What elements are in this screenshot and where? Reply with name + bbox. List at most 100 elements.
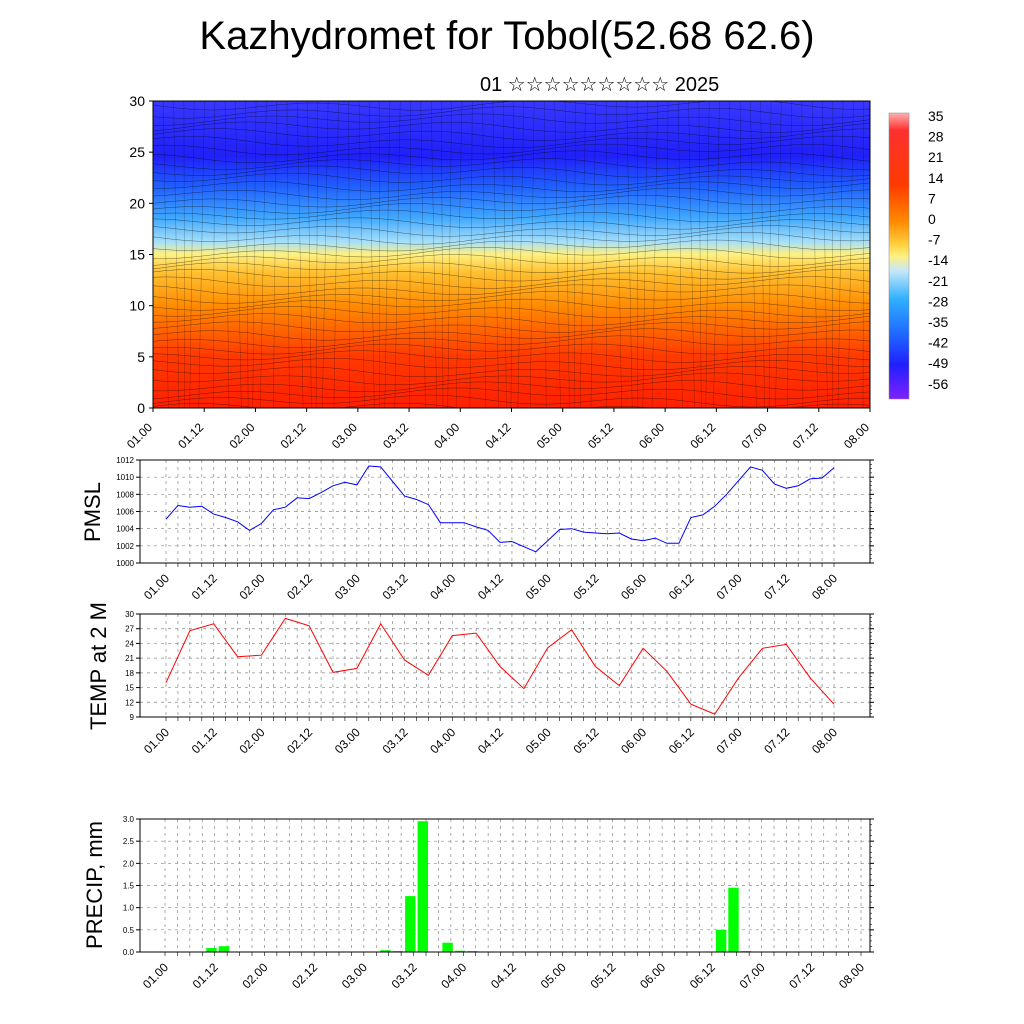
x-tick-label: 04.00: [427, 571, 458, 602]
y-tick-label: 1004: [116, 525, 134, 534]
x-tick-label: 08.00: [836, 960, 867, 991]
y-tick-label: 0.5: [123, 926, 135, 935]
wind-barb-line: [579, 101, 586, 408]
temperature-panel: 9 12 15 18 21 24 27 30 01.00 01.12 02.00 02.12 03.00…: [86, 602, 874, 756]
precip-panel: 0.0 0.5 1.0 1.5 2.0 2.5 3.0 01.00 01.12 02.00 02.1…: [82, 815, 874, 991]
wind-barb-line: [705, 101, 710, 408]
colorbar-label: 0: [928, 211, 936, 227]
wind-streamline: [153, 135, 870, 149]
pmsl-axes: 1000 1002 1004 1006 1008 1010 1012 01.00 01.12 02…: [116, 456, 874, 602]
wind-streamline: [153, 394, 870, 408]
wind-barb-line: [626, 101, 633, 408]
x-tick-label: 06.00: [618, 571, 649, 602]
wind-streamline: [153, 165, 870, 178]
heat-y-tick-label: 0: [137, 400, 145, 416]
colorbar-labels: 35 28 21 14 7 0 -7 -14 -21 -28 -35 -42 -49 -56: [928, 108, 948, 392]
wind-streamline: [153, 321, 870, 333]
wind-barb-line: [348, 101, 350, 408]
precip-grid: [140, 819, 870, 952]
heat-y-tick-label: 20: [129, 195, 145, 211]
x-tick-label: 06.12: [666, 571, 697, 602]
heat-x-tick-label: 04.12: [482, 420, 513, 451]
wind-streamline: [153, 358, 870, 371]
x-tick-label: 05.12: [570, 725, 601, 756]
heat-x-tick-label: 02.12: [278, 420, 309, 451]
wind-barb-line: [482, 101, 487, 408]
x-tick-label: 06.00: [618, 725, 649, 756]
wind-barb-line: [469, 101, 473, 408]
y-tick-label: 1.5: [123, 882, 135, 891]
x-tick-label: 05.00: [523, 725, 554, 756]
y-tick-label: 1010: [116, 473, 134, 482]
wind-streamline: [153, 387, 870, 400]
x-tick-label: 03.12: [380, 571, 411, 602]
wind-barb-line: [822, 101, 828, 408]
wind-barb-line: [666, 101, 669, 408]
heatmap-y-axis: 0 5 10 15 20 25 30: [129, 93, 153, 416]
wind-streamline: [153, 343, 870, 355]
wind-barb-line: [447, 101, 452, 408]
heat-y-tick-label: 5: [137, 349, 145, 365]
precip-bar: [206, 948, 217, 952]
wind-barb-line: [286, 101, 290, 408]
y-tick-label: 9: [130, 713, 135, 722]
wind-barb-line: [847, 101, 854, 408]
x-tick-label: 03.00: [332, 571, 363, 602]
wind-streamline: [153, 172, 870, 186]
x-tick-label: 02.12: [289, 960, 320, 991]
y-tick-label: 1.0: [123, 904, 135, 913]
colorbar-label: 7: [928, 190, 936, 206]
y-tick-label: 1000: [116, 559, 134, 568]
x-tick-label: 04.12: [475, 725, 506, 756]
heat-y-tick-label: 10: [129, 298, 145, 314]
wind-barb-line: [739, 101, 743, 408]
x-tick-label: 03.12: [380, 725, 411, 756]
heat-x-tick-label: 01.12: [175, 420, 206, 451]
y-tick-label: 30: [125, 610, 134, 619]
wind-barb-line: [245, 101, 249, 408]
temperature-line: [165, 617, 835, 715]
wind-streamline: [153, 195, 870, 208]
wind-streamline: [153, 106, 870, 119]
wind-barb-line: [768, 101, 772, 408]
x-tick-label: 07.00: [714, 571, 745, 602]
x-tick-label: 03.00: [332, 725, 363, 756]
colorbar-label: -56: [928, 376, 948, 392]
x-tick-label: 04.12: [488, 960, 519, 991]
y-tick-label: 24: [125, 639, 134, 648]
wind-streamline: [153, 262, 870, 274]
x-tick-label: 02.00: [236, 571, 267, 602]
wind-barb-line: [183, 101, 185, 408]
colorbar: 35 28 21 14 7 0 -7 -14 -21 -28 -35 -42 -49 -56: [888, 108, 948, 400]
y-tick-label: 1002: [116, 542, 134, 551]
x-tick-label: 01.12: [189, 571, 220, 602]
heat-x-tick-label: 05.00: [534, 420, 565, 451]
y-tick-label: 21: [125, 654, 134, 663]
wind-streamline: [153, 113, 870, 127]
wind-streamline: [153, 328, 870, 341]
x-tick-label: 07.12: [761, 571, 792, 602]
colorbar-label: -7: [928, 232, 941, 248]
y-tick-label: 15: [125, 684, 134, 693]
precip-bar: [715, 929, 727, 952]
x-tick-label: 01.00: [141, 725, 172, 756]
wind-barb-line: [510, 101, 514, 408]
wind-barb-line: [212, 101, 216, 408]
wind-streamline: [153, 150, 870, 164]
colorbar-label: -28: [928, 293, 948, 309]
colorbar-label: -49: [928, 355, 948, 371]
wind-streamline: [153, 269, 870, 282]
x-tick-label: 05.00: [538, 960, 569, 991]
wind-streamline: [153, 276, 870, 289]
wind-barb-line: [564, 101, 570, 408]
y-tick-label: 2.0: [123, 859, 135, 868]
wind-streamline: [153, 350, 870, 363]
chart-title: Kazhydromet for Tobol(52.68 62.6): [199, 14, 815, 58]
wind-barb-line: [750, 101, 757, 408]
temperature-grid: [140, 614, 870, 717]
wind-barb-line: [636, 101, 639, 408]
colorbar-label: -35: [928, 314, 948, 330]
wind-streamline: [153, 313, 870, 326]
x-tick-label: 02.00: [236, 725, 267, 756]
x-tick-label: 07.12: [761, 725, 792, 756]
